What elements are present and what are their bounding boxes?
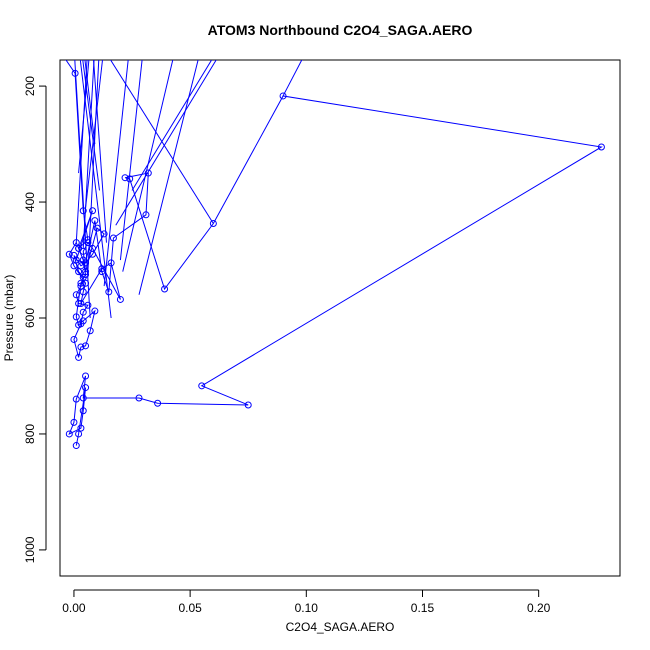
data-point bbox=[100, 230, 108, 238]
x-tick-label: 0.00 bbox=[62, 601, 86, 615]
data-point bbox=[65, 430, 73, 438]
series-trace-line bbox=[85, 60, 103, 208]
series-trace-line bbox=[131, 60, 213, 191]
y-tick-label: 800 bbox=[23, 424, 37, 444]
data-point bbox=[79, 317, 87, 325]
series-trace-line bbox=[82, 60, 100, 191]
data-point bbox=[72, 291, 80, 299]
data-point bbox=[121, 174, 129, 182]
y-axis: 200 400 600 800 1000 bbox=[23, 76, 47, 563]
series-trace-line bbox=[115, 60, 217, 226]
y-tick-label: 1000 bbox=[23, 536, 37, 563]
series-trace-line bbox=[82, 60, 95, 249]
data-point bbox=[70, 262, 78, 270]
data-point bbox=[79, 394, 87, 402]
data-point bbox=[75, 353, 83, 361]
data-point bbox=[75, 321, 83, 329]
y-tick-label: 200 bbox=[23, 76, 37, 96]
data-point bbox=[142, 211, 150, 219]
data-point bbox=[82, 372, 90, 380]
x-tick-label: 0.15 bbox=[411, 601, 435, 615]
data-point bbox=[65, 250, 73, 258]
data-point bbox=[98, 265, 106, 273]
data-point bbox=[84, 236, 92, 244]
data-point bbox=[82, 384, 90, 392]
data-point bbox=[77, 300, 85, 308]
y-axis-label: Pressure (mbar) bbox=[2, 275, 16, 362]
data-point bbox=[70, 251, 78, 259]
data-point bbox=[84, 239, 92, 247]
y-tick-label: 600 bbox=[23, 308, 37, 328]
data-point bbox=[70, 335, 78, 343]
y-tick-label: 400 bbox=[23, 192, 37, 212]
series-trace-line bbox=[75, 60, 88, 243]
data-point bbox=[116, 295, 124, 303]
data-point bbox=[126, 175, 134, 183]
data-point bbox=[72, 395, 80, 403]
series-trace-line bbox=[119, 60, 143, 261]
plot-area bbox=[59, 59, 621, 577]
data-point bbox=[79, 407, 87, 415]
series-trace-line bbox=[78, 60, 90, 174]
x-tick-label: 0.10 bbox=[295, 601, 319, 615]
data-point bbox=[109, 234, 117, 242]
data-point bbox=[86, 327, 94, 335]
data-point bbox=[82, 271, 90, 279]
data-point bbox=[71, 69, 79, 77]
data-point bbox=[75, 268, 83, 276]
data-point bbox=[84, 301, 92, 309]
series-trace-line bbox=[103, 60, 129, 287]
data-point bbox=[244, 401, 252, 409]
data-point bbox=[72, 442, 80, 450]
series-trace-line bbox=[87, 60, 100, 272]
data-point bbox=[70, 418, 78, 426]
series-line bbox=[68, 73, 603, 446]
data-point bbox=[279, 92, 287, 100]
data-point bbox=[82, 342, 90, 350]
x-axis-label: C2O4_SAGA.AERO bbox=[286, 620, 395, 634]
plot-frame bbox=[59, 59, 621, 577]
data-point bbox=[79, 308, 87, 316]
data-point bbox=[161, 285, 169, 293]
x-axis: 0.00 0.05 0.10 0.15 0.20 bbox=[62, 589, 551, 615]
series-trace-line bbox=[138, 60, 199, 295]
data-point bbox=[82, 268, 90, 276]
series-trace-line bbox=[282, 60, 303, 97]
data-point bbox=[77, 424, 85, 432]
data-point bbox=[198, 382, 206, 390]
series-trace-line bbox=[93, 60, 107, 243]
data-point bbox=[105, 288, 113, 296]
x-tick-label: 0.05 bbox=[178, 601, 202, 615]
data-point bbox=[135, 394, 143, 402]
series-layer bbox=[65, 60, 605, 450]
data-point bbox=[77, 279, 85, 287]
data-point bbox=[107, 259, 115, 267]
data-point bbox=[77, 343, 85, 351]
data-point bbox=[82, 279, 90, 287]
data-point bbox=[144, 169, 152, 177]
data-point bbox=[75, 300, 83, 308]
data-point bbox=[154, 399, 162, 407]
series-trace-line bbox=[122, 60, 174, 272]
data-point bbox=[91, 307, 99, 315]
data-point bbox=[72, 313, 80, 321]
series-trace-line bbox=[110, 60, 214, 224]
data-point bbox=[89, 207, 97, 215]
x-tick-label: 0.20 bbox=[527, 601, 551, 615]
chart-title: ATOM3 Northbound C2O4_SAGA.AERO bbox=[208, 22, 473, 38]
data-point bbox=[98, 268, 106, 276]
data-point bbox=[72, 239, 80, 247]
data-point bbox=[79, 247, 87, 255]
data-point bbox=[89, 250, 97, 258]
data-point bbox=[91, 217, 99, 225]
series-trace-line bbox=[84, 60, 96, 145]
data-point bbox=[79, 207, 87, 215]
data-point bbox=[79, 288, 87, 296]
data-point bbox=[93, 224, 101, 232]
data-point bbox=[75, 430, 83, 438]
data-point bbox=[209, 219, 217, 227]
data-point bbox=[82, 259, 90, 267]
data-point bbox=[597, 143, 605, 151]
